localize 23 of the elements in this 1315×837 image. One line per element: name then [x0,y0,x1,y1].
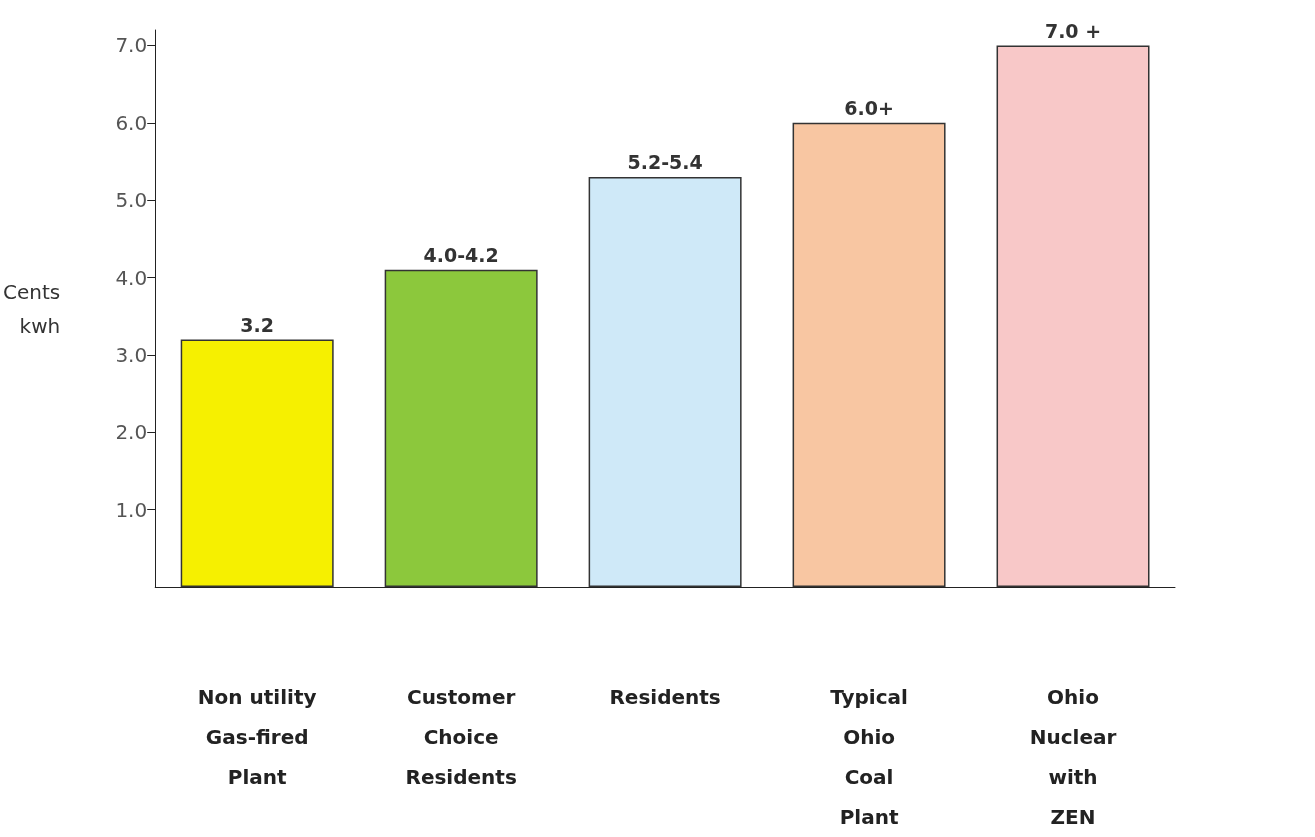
x-tick-label: Typical Ohio Coal Plant [830,685,908,829]
data-label: 4.0-4.2 [423,244,499,267]
bar [996,45,1150,587]
bar [792,122,946,587]
y-tick-label: 4.0 [115,265,148,290]
x-tick-label: Customer Choice Residents [405,685,517,789]
y-tick-label: 5.0 [115,188,148,213]
x-tick-label: Non utility Gas-fired Plant [197,685,317,789]
y-tick-label: 1.0 [115,497,148,522]
data-label: 6.0+ [844,97,894,120]
x-tick-label: Ohio Nuclear with ZEN [1029,685,1117,829]
bar [180,339,334,587]
y-tick-label: 2.0 [115,420,148,445]
data-label: 7.0 + [1044,19,1102,42]
bar [588,176,742,587]
data-label: 5.2-5.4 [627,151,703,174]
y-axis-title: Cents kwh [2,279,61,338]
bar [384,269,538,587]
x-tick-label: Residents [609,685,721,709]
data-label: 3.2 [240,313,275,336]
y-tick-label: 3.0 [115,342,148,367]
y-tick-label: 6.0 [115,110,148,135]
y-tick-label: 7.0 [115,33,148,58]
